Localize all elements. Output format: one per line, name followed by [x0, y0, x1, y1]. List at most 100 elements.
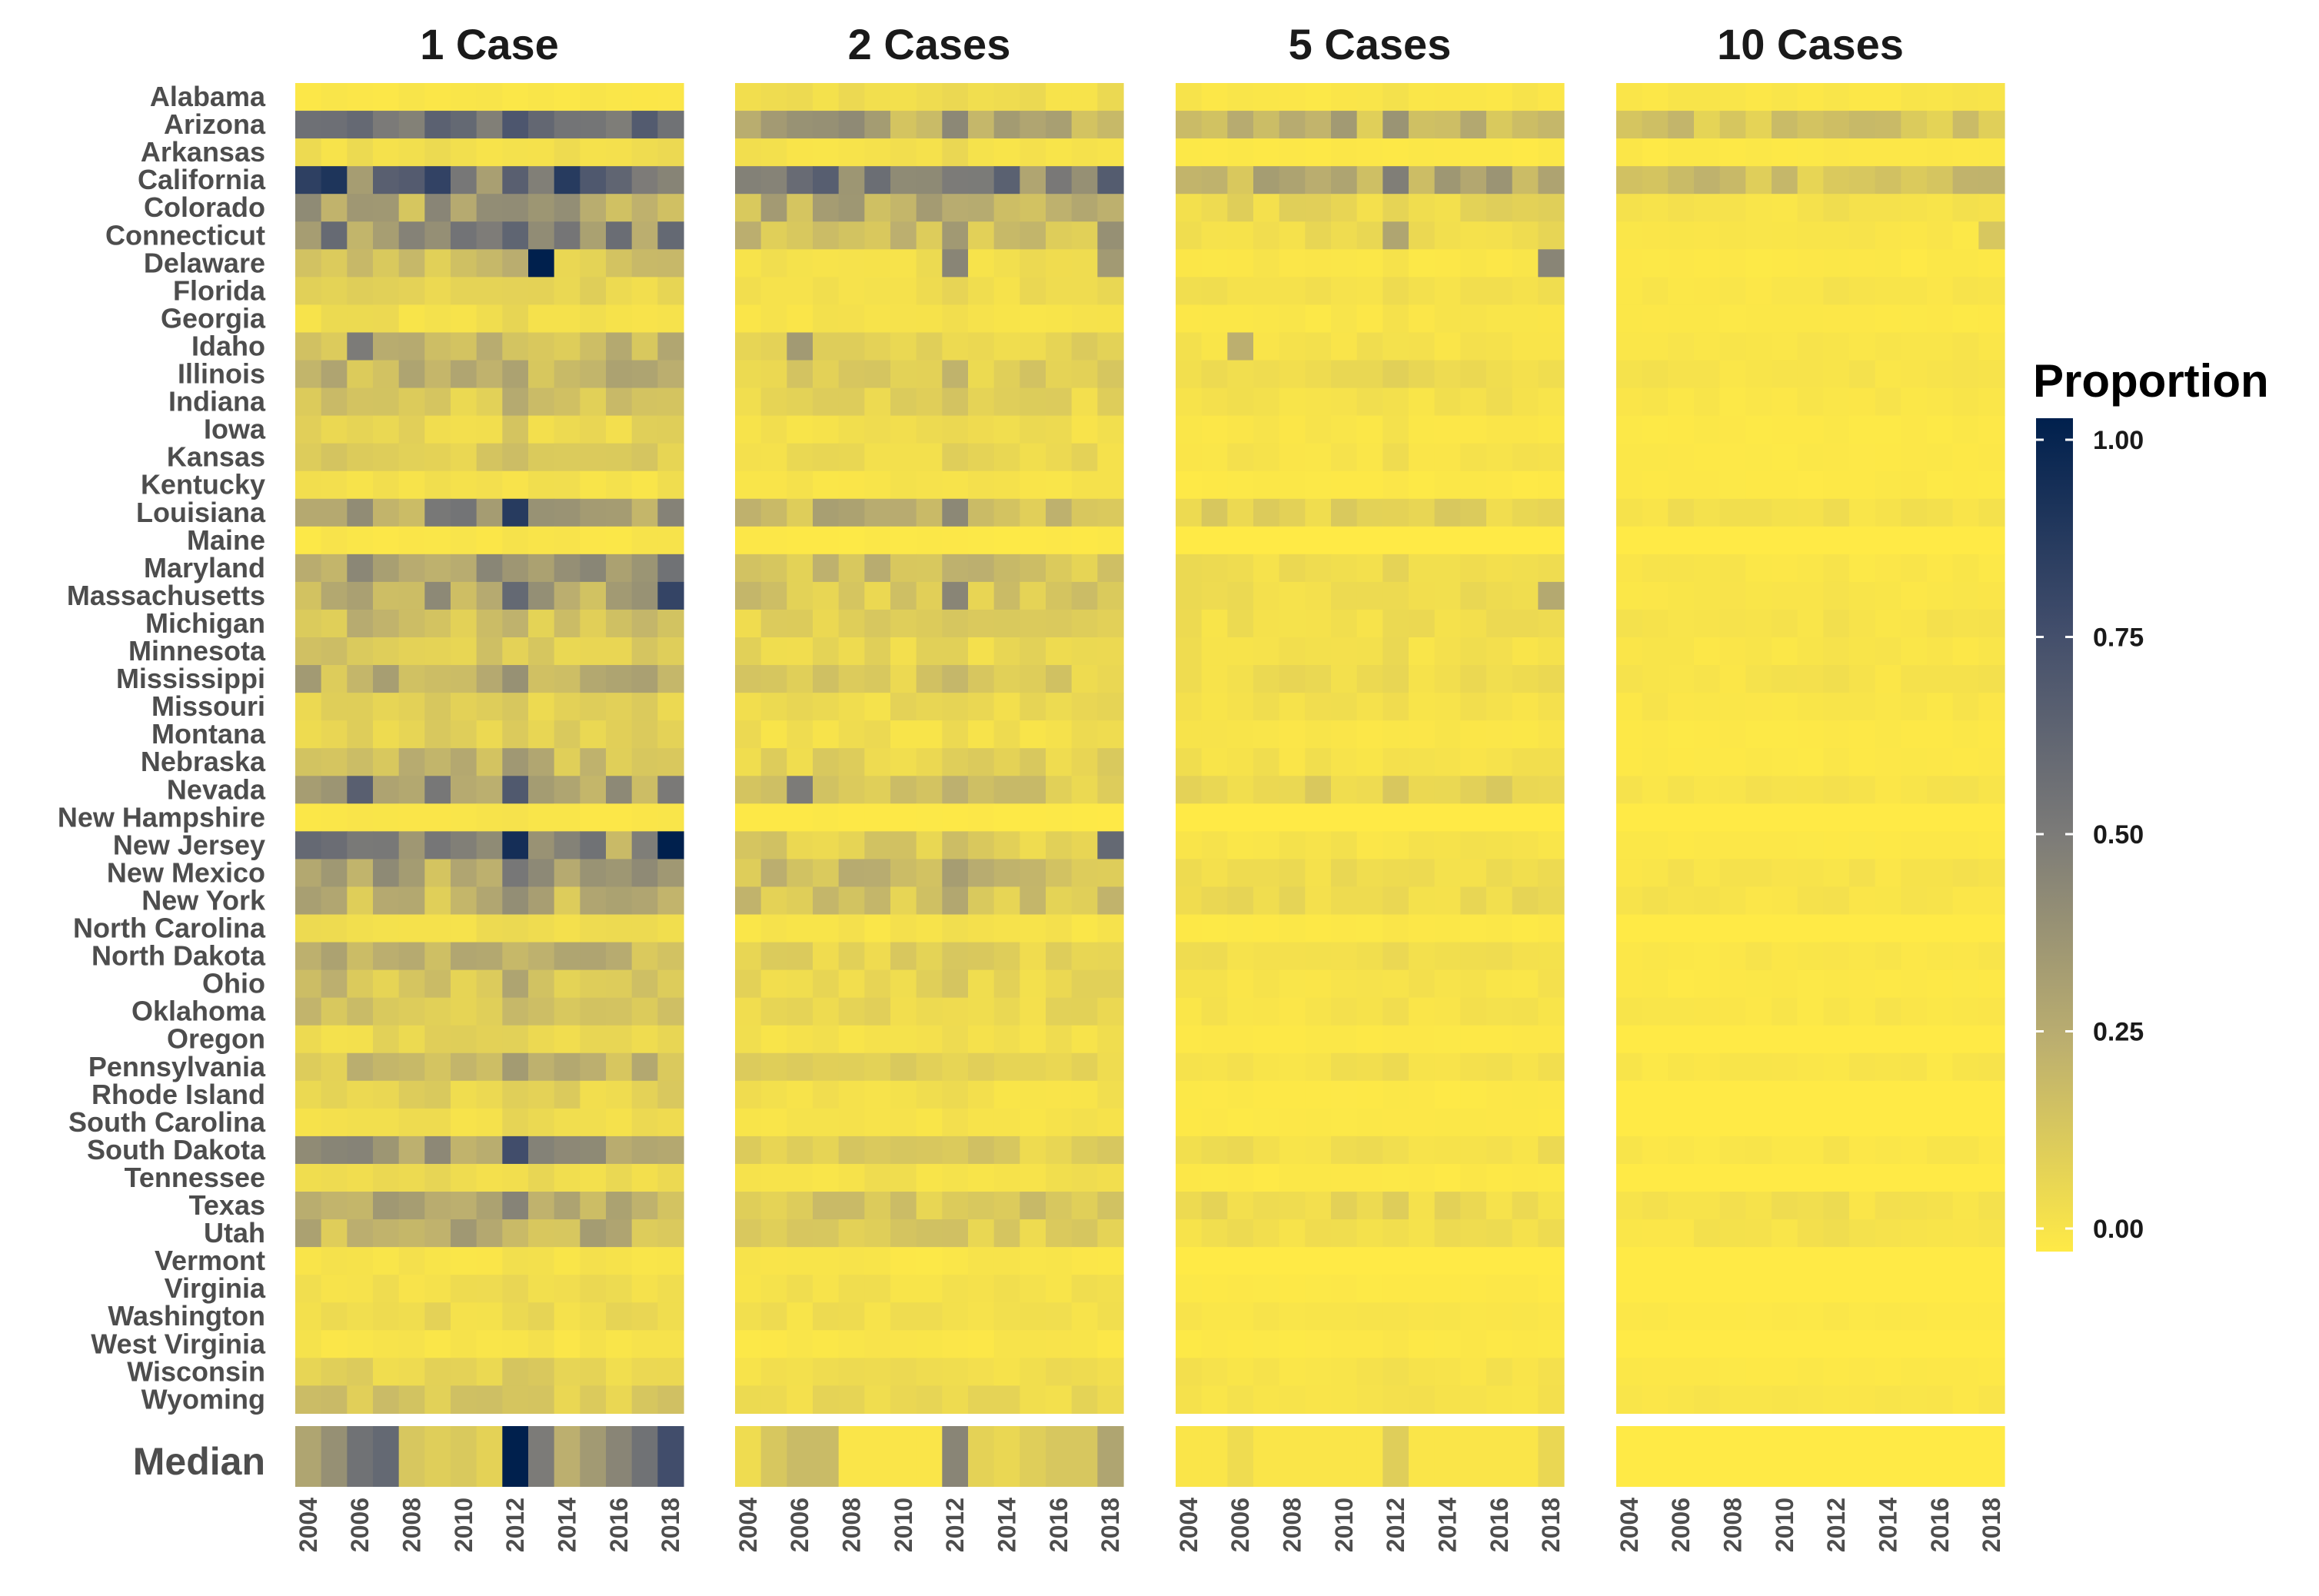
cell-5-cases-idaho-2014: [1434, 332, 1461, 361]
cell-5-cases-nevada-2008: [1279, 776, 1306, 804]
cell-2-cases-rhode-island-2018: [1097, 1080, 1124, 1109]
median-cell-1-case-2005: [321, 1426, 348, 1487]
cell-2-cases-arkansas-2015: [1020, 138, 1046, 167]
cell-10-cases-iowa-2006: [1668, 415, 1695, 444]
cell-5-cases-wyoming-2012: [1382, 1385, 1409, 1414]
cell-10-cases-rhode-island-2006: [1668, 1080, 1695, 1109]
cell-1-case-wisconsin-2013: [528, 1358, 555, 1386]
cell-10-cases-tennessee-2004: [1616, 1163, 1643, 1192]
cell-10-cases-oklahoma-2008: [1719, 997, 1746, 1026]
cell-10-cases-tennessee-2016: [1927, 1163, 1954, 1192]
cell-5-cases-washington-2009: [1305, 1302, 1332, 1331]
cell-1-case-utah-2010: [451, 1219, 477, 1248]
cell-2-cases-kansas-2015: [1020, 443, 1046, 472]
cell-5-cases-oregon-2010: [1331, 1025, 1358, 1054]
cell-2-cases-missouri-2011: [916, 693, 943, 721]
cell-1-case-south-carolina-2006: [347, 1108, 374, 1137]
cell-10-cases-oregon-2006: [1668, 1025, 1695, 1054]
cell-5-cases-north-carolina-2011: [1356, 914, 1383, 943]
cell-1-case-connecticut-2011: [476, 221, 503, 250]
cell-1-case-louisiana-2005: [321, 498, 348, 527]
cell-2-cases-wyoming-2006: [787, 1385, 813, 1414]
cell-5-cases-alabama-2014: [1434, 83, 1461, 111]
cell-10-cases-oregon-2014: [1875, 1025, 1901, 1054]
cell-10-cases-massachusetts-2012: [1823, 581, 1850, 610]
cell-5-cases-oklahoma-2014: [1434, 997, 1461, 1026]
cell-5-cases-massachusetts-2007: [1253, 581, 1280, 610]
cell-5-cases-massachusetts-2014: [1434, 581, 1461, 610]
cell-5-cases-indiana-2008: [1279, 387, 1306, 417]
cell-2-cases-michigan-2007: [813, 609, 840, 638]
cell-1-case-iowa-2004: [295, 415, 322, 444]
cell-10-cases-south-carolina-2004: [1616, 1108, 1643, 1137]
cell-5-cases-vermont-2014: [1434, 1247, 1461, 1275]
cell-1-case-ohio-2008: [398, 969, 425, 999]
cell-10-cases-indiana-2014: [1875, 387, 1901, 417]
cell-5-cases-south-carolina-2006: [1227, 1108, 1254, 1137]
cell-2-cases-north-carolina-2011: [916, 914, 943, 943]
cell-2-cases-new-mexico-2011: [916, 859, 943, 888]
cell-10-cases-florida-2006: [1668, 277, 1695, 305]
cell-1-case-west-virginia-2014: [554, 1330, 581, 1358]
cell-10-cases-florida-2013: [1849, 277, 1876, 305]
cell-2-cases-massachusetts-2017: [1071, 581, 1098, 610]
cell-10-cases-utah-2015: [1901, 1219, 1928, 1248]
state-label-west-virginia: West Virginia: [91, 1328, 266, 1359]
cell-5-cases-new-york-2011: [1356, 886, 1383, 916]
cell-2-cases-georgia-2014: [993, 304, 1020, 334]
cell-2-cases-mississippi-2005: [760, 665, 787, 693]
cell-10-cases-illinois-2007: [1694, 360, 1721, 389]
cell-5-cases-ohio-2013: [1409, 969, 1436, 999]
cell-5-cases-oregon-2008: [1279, 1025, 1306, 1054]
cell-2-cases-new-jersey-2014: [993, 831, 1020, 860]
cell-10-cases-idaho-2008: [1719, 332, 1746, 361]
cell-5-cases-west-virginia-2012: [1382, 1330, 1409, 1358]
cell-5-cases-pennsylvania-2014: [1434, 1052, 1461, 1082]
cell-5-cases-indiana-2006: [1227, 387, 1254, 417]
cell-1-case-connecticut-2010: [451, 221, 477, 250]
cell-5-cases-arkansas-2016: [1486, 138, 1513, 167]
cell-2-cases-new-mexico-2004: [735, 859, 762, 888]
cell-10-cases-tennessee-2017: [1952, 1163, 1979, 1192]
x-tick-2-cases-2012: 2012: [941, 1498, 969, 1552]
cell-5-cases-kansas-2007: [1253, 443, 1280, 472]
cell-2-cases-pennsylvania-2014: [993, 1052, 1020, 1082]
cell-2-cases-virginia-2018: [1097, 1275, 1124, 1303]
cell-5-cases-arkansas-2004: [1176, 138, 1203, 167]
cell-1-case-new-mexico-2012: [502, 859, 529, 888]
cell-2-cases-virginia-2012: [942, 1275, 969, 1303]
cell-1-case-maryland-2008: [398, 554, 425, 583]
cell-10-cases-south-carolina-2010: [1772, 1108, 1798, 1137]
cell-5-cases-washington-2012: [1382, 1302, 1409, 1331]
cell-2-cases-kansas-2005: [760, 443, 787, 472]
state-label-massachusetts: Massachusetts: [67, 580, 265, 611]
cell-1-case-virginia-2017: [631, 1275, 658, 1303]
cell-5-cases-virginia-2012: [1382, 1275, 1409, 1303]
cell-1-case-new-hampshire-2010: [451, 803, 477, 832]
cell-2-cases-arizona-2006: [787, 111, 813, 139]
cell-10-cases-wisconsin-2018: [1978, 1358, 2005, 1386]
cell-10-cases-vermont-2006: [1668, 1247, 1695, 1275]
cell-1-case-wisconsin-2015: [580, 1358, 607, 1386]
cell-1-case-illinois-2010: [451, 360, 477, 389]
cell-10-cases-ohio-2015: [1901, 969, 1928, 999]
cell-1-case-maine-2011: [476, 526, 503, 555]
cell-5-cases-connecticut-2012: [1382, 221, 1409, 250]
cell-10-cases-ohio-2004: [1616, 969, 1643, 999]
cell-10-cases-vermont-2012: [1823, 1247, 1850, 1275]
cell-2-cases-delaware-2007: [813, 249, 840, 278]
legend-tick-0-00: 0.00: [2093, 1215, 2144, 1244]
cell-5-cases-north-carolina-2014: [1434, 914, 1461, 943]
cell-5-cases-utah-2013: [1409, 1219, 1436, 1248]
cell-5-cases-delaware-2005: [1201, 249, 1228, 278]
cell-1-case-california-2009: [424, 166, 451, 195]
cell-2-cases-utah-2005: [760, 1219, 787, 1248]
cell-10-cases-indiana-2007: [1694, 387, 1721, 417]
cell-2-cases-alabama-2010: [890, 83, 917, 111]
cell-1-case-wyoming-2013: [528, 1385, 555, 1414]
cell-10-cases-colorado-2012: [1823, 194, 1850, 222]
cell-1-case-north-dakota-2006: [347, 942, 374, 971]
cell-5-cases-south-dakota-2004: [1176, 1135, 1203, 1165]
cell-10-cases-washington-2018: [1978, 1302, 2005, 1331]
cell-5-cases-virginia-2011: [1356, 1275, 1383, 1303]
